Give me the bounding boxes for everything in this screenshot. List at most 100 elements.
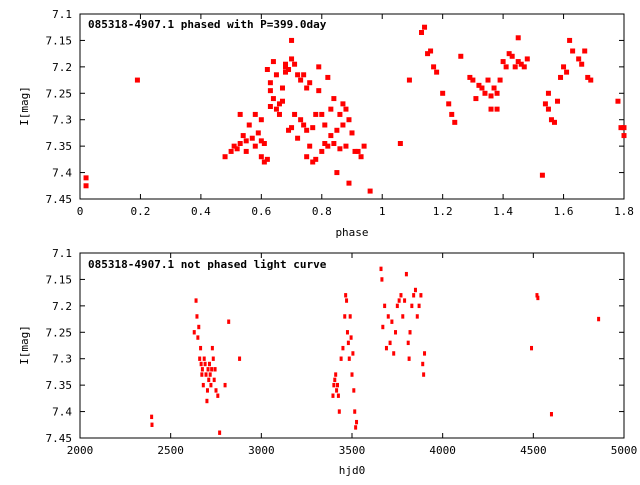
data-point xyxy=(415,314,419,319)
data-point xyxy=(204,372,208,377)
x-tick-label: 5000 xyxy=(611,444,638,457)
data-point xyxy=(346,180,352,186)
data-point xyxy=(222,154,228,160)
x-tick-label: 0.6 xyxy=(251,205,271,218)
data-point xyxy=(386,314,390,319)
data-point xyxy=(494,106,500,112)
data-point xyxy=(227,319,231,324)
data-point xyxy=(283,64,289,70)
data-point xyxy=(83,183,89,189)
y-tick-label: 7.1 xyxy=(52,247,72,260)
data-point xyxy=(509,53,515,59)
data-point xyxy=(295,135,301,141)
x-tick-label: 1.2 xyxy=(433,205,453,218)
data-point xyxy=(192,330,196,335)
data-point xyxy=(194,298,198,303)
data-point xyxy=(207,361,211,367)
data-point xyxy=(298,117,304,123)
data-point xyxy=(358,154,364,160)
x-tick-labels: 2000 2500 3000 3500 4000 4500 5000 xyxy=(67,444,638,457)
data-point xyxy=(246,122,252,128)
data-point xyxy=(434,69,440,75)
data-point xyxy=(205,388,209,393)
data-point xyxy=(211,356,215,361)
axis-ticks xyxy=(79,252,625,439)
data-point xyxy=(200,372,204,377)
data-point xyxy=(249,135,255,141)
y-tick-label: 7.35 xyxy=(46,379,73,392)
data-point xyxy=(403,298,407,303)
x-tick-label: 1.8 xyxy=(614,205,634,218)
data-point xyxy=(238,356,242,361)
x-tick-label: 1 xyxy=(379,205,386,218)
data-point xyxy=(417,303,421,309)
data-point xyxy=(267,88,273,94)
data-point xyxy=(422,24,428,30)
data-point xyxy=(404,271,408,277)
data-point xyxy=(216,393,220,398)
data-point xyxy=(279,85,285,91)
x-tick-label: 1.4 xyxy=(493,205,513,218)
data-point xyxy=(258,138,264,144)
data-point xyxy=(421,361,425,367)
data-point xyxy=(212,377,216,383)
x-tick-label: 0.2 xyxy=(131,205,151,218)
data-point xyxy=(202,356,206,361)
data-point xyxy=(283,69,289,75)
x-tick-labels: 0 0.2 0.4 0.6 0.8 1 1.2 1.4 1.6 1.8 xyxy=(77,205,634,218)
data-point xyxy=(567,37,573,43)
y-tick-label: 7.2 xyxy=(52,300,72,313)
x-tick-label: 0.4 xyxy=(191,205,211,218)
data-point xyxy=(231,143,237,149)
data-point xyxy=(476,82,482,88)
unphased-light-curve-plot: 2000 2500 3000 3500 4000 4500 5000 7.17.157.27… xyxy=(18,247,637,477)
data-point xyxy=(449,111,455,117)
x-axis-label: hjd0 xyxy=(339,464,366,477)
data-point xyxy=(344,293,348,298)
data-point xyxy=(134,77,140,83)
x-tick-label: 0 xyxy=(77,205,84,218)
data-point xyxy=(252,143,258,149)
phased-light-curve-plot: 0 0.2 0.4 0.6 0.8 1 1.2 1.4 1.6 1.8 7.1 7.15 7.2 7.2… xyxy=(18,8,634,239)
data-point xyxy=(446,101,452,107)
data-point xyxy=(412,293,416,298)
data-point xyxy=(545,106,551,112)
x-tick-label: 1.6 xyxy=(554,205,574,218)
data-point xyxy=(431,64,437,70)
data-point xyxy=(322,141,328,146)
data-point xyxy=(422,372,426,377)
data-point xyxy=(515,35,521,41)
data-point xyxy=(334,170,340,176)
data-point xyxy=(423,351,427,356)
data-point xyxy=(258,117,264,123)
data-point xyxy=(346,340,350,346)
data-point xyxy=(355,148,361,154)
data-point xyxy=(401,314,405,319)
data-point xyxy=(588,77,594,83)
data-point xyxy=(349,335,353,340)
x-tick-label: 0.8 xyxy=(312,205,332,218)
data-point xyxy=(279,98,285,104)
y-tick-label: 7.25 xyxy=(46,326,73,339)
data-point xyxy=(406,340,410,346)
data-point xyxy=(267,104,273,109)
data-point xyxy=(205,398,209,404)
data-point xyxy=(213,367,217,372)
data-point xyxy=(258,154,264,160)
data-point xyxy=(345,330,349,335)
data-point xyxy=(343,314,347,319)
data-point xyxy=(334,127,340,133)
plot-title: 085318-4907.1 phased with P=399.0day xyxy=(88,18,327,31)
data-point xyxy=(210,345,214,351)
data-point xyxy=(392,351,396,356)
data-point xyxy=(367,188,373,194)
data-point xyxy=(292,61,298,67)
data-point xyxy=(307,80,313,86)
x-axis-label: phase xyxy=(335,226,368,239)
data-point xyxy=(355,419,359,425)
data-point xyxy=(473,96,479,102)
data-point xyxy=(352,388,356,393)
data-point xyxy=(408,330,412,335)
